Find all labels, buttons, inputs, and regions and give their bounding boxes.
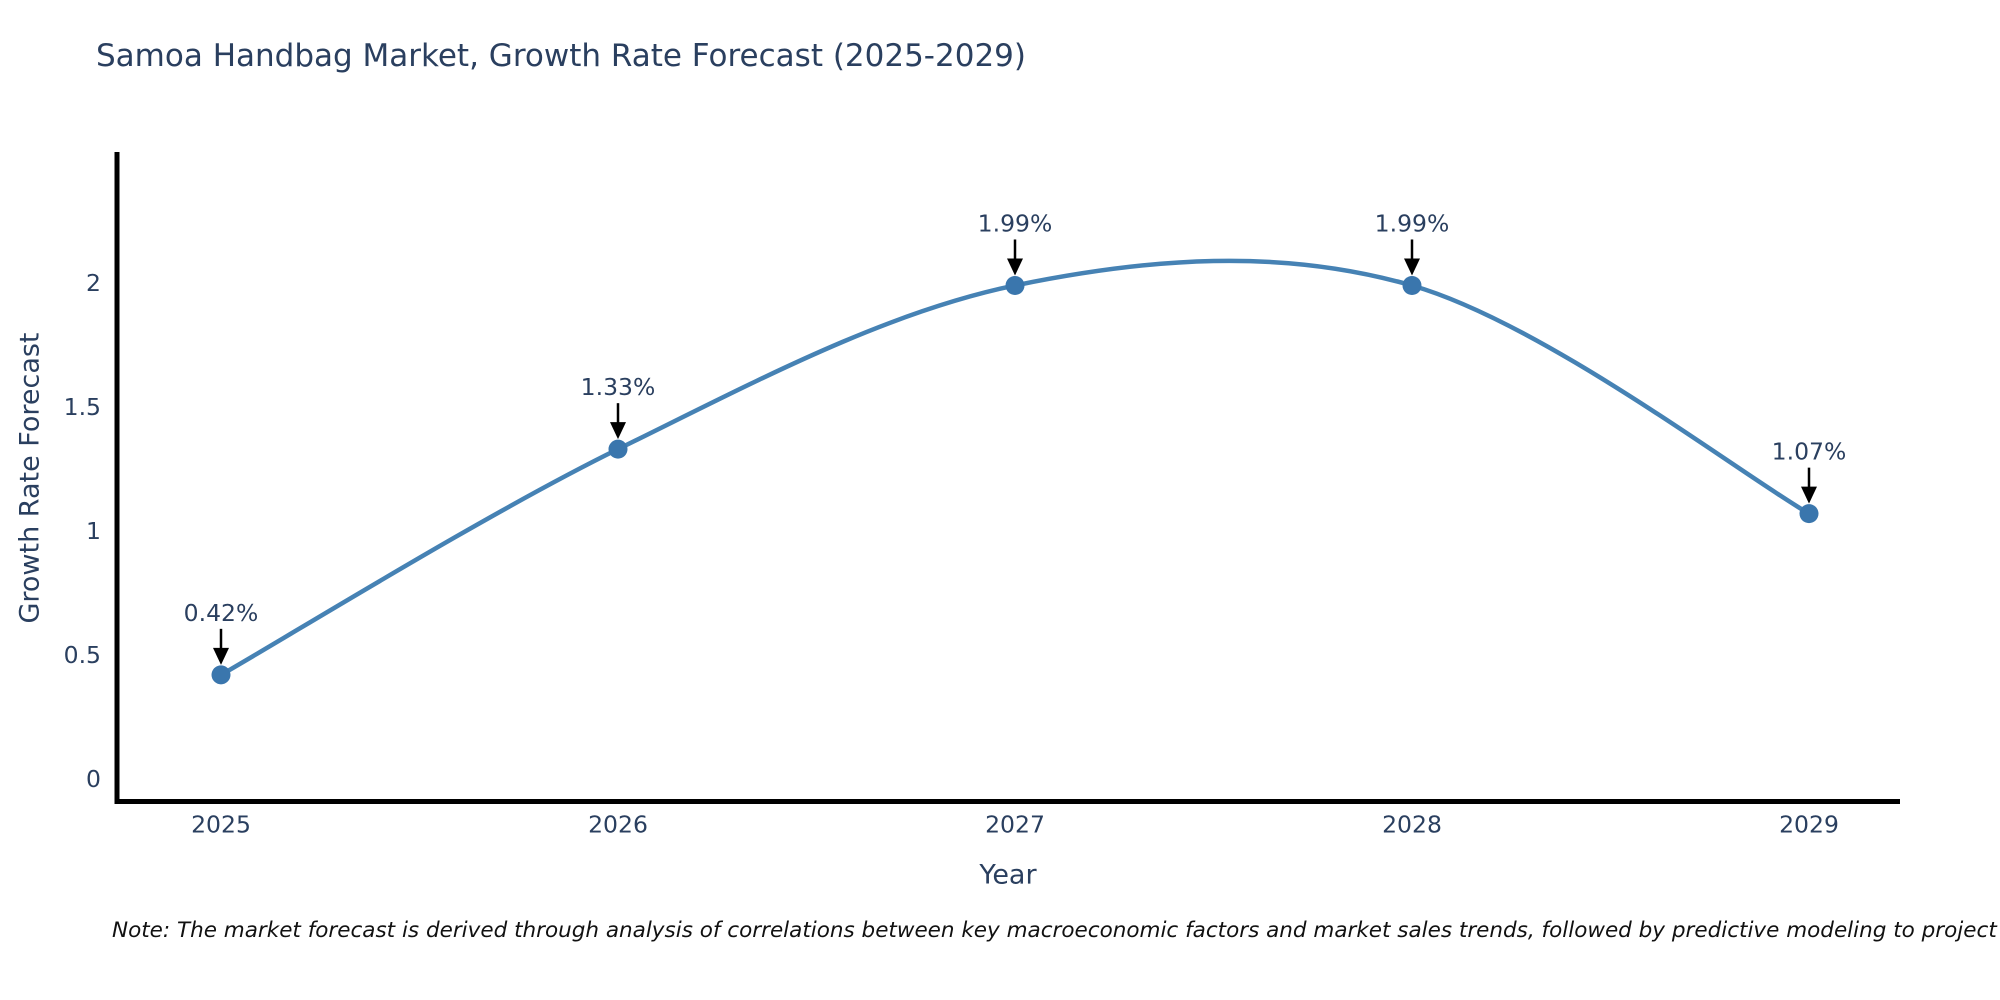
x-tick-label: 2027 xyxy=(985,811,1045,839)
y-tick-label: 2 xyxy=(86,269,101,297)
y-tick-label: 1.5 xyxy=(64,393,101,421)
x-tick-label: 2026 xyxy=(588,811,648,839)
data-point-label: 0.42% xyxy=(184,599,259,627)
forecast-line xyxy=(218,258,1812,678)
data-point-label: 1.07% xyxy=(1772,438,1847,466)
x-axis-title: Year xyxy=(979,859,1037,891)
annotation-arrow-head xyxy=(1801,486,1817,504)
footnote: Note: The market forecast is derived thr… xyxy=(112,918,2000,943)
annotation-arrow-head xyxy=(1404,258,1420,276)
annotation-arrow-head xyxy=(610,422,626,440)
x-tick-label: 2028 xyxy=(1382,811,1442,839)
x-tick-label: 2029 xyxy=(1779,811,1839,839)
data-point-marker xyxy=(608,439,628,459)
y-tick-label: 0 xyxy=(86,765,101,793)
y-tick-label: 0.5 xyxy=(64,641,101,669)
data-point-marker xyxy=(1402,275,1422,295)
data-point-label: 1.99% xyxy=(978,209,1053,237)
annotation-arrow-head xyxy=(1007,258,1023,276)
data-point-marker xyxy=(1799,504,1819,524)
chart-title: Samoa Handbag Market, Growth Rate Foreca… xyxy=(96,38,1026,74)
data-point-marker xyxy=(211,665,231,685)
data-point-marker xyxy=(1005,275,1025,295)
data-point-label: 1.33% xyxy=(581,373,656,401)
x-tick-label: 2025 xyxy=(191,811,251,839)
data-point-label: 1.99% xyxy=(1375,209,1450,237)
annotation-arrow-head xyxy=(213,647,229,665)
y-tick-label: 1 xyxy=(86,517,101,545)
